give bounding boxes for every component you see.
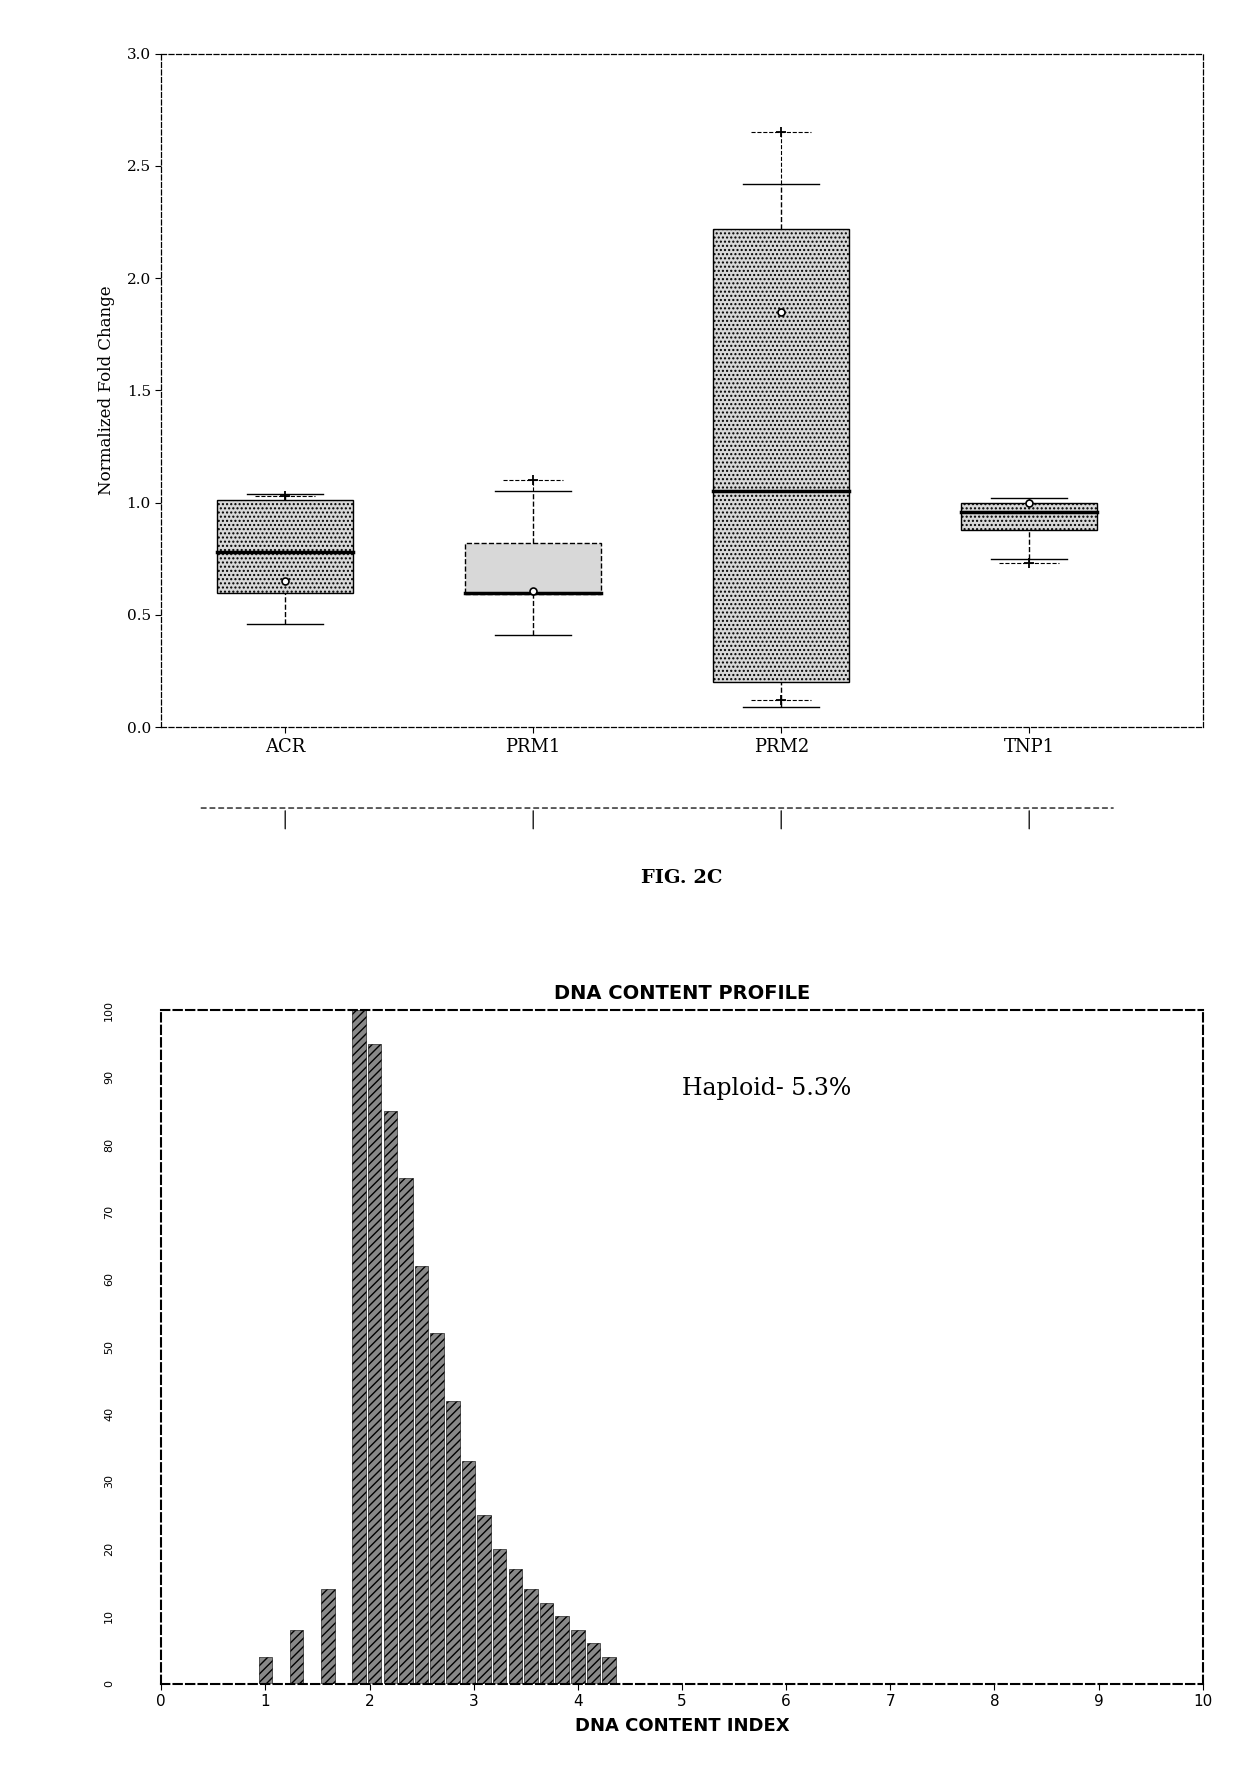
Bar <box>556 1615 569 1684</box>
FancyBboxPatch shape <box>713 229 849 682</box>
Bar <box>321 1589 335 1684</box>
Bar <box>587 1642 600 1684</box>
FancyBboxPatch shape <box>961 503 1097 530</box>
Bar <box>399 1178 413 1684</box>
Bar <box>415 1266 428 1684</box>
Bar <box>539 1603 553 1684</box>
Bar <box>446 1401 460 1684</box>
Text: 0: 0 <box>104 1680 114 1687</box>
Y-axis label: Normalized Fold Change: Normalized Fold Change <box>98 285 115 496</box>
Text: 20: 20 <box>104 1542 114 1556</box>
Bar <box>494 1549 506 1684</box>
Bar <box>477 1515 491 1684</box>
X-axis label: DNA CONTENT INDEX: DNA CONTENT INDEX <box>574 1718 790 1735</box>
Text: 50: 50 <box>104 1340 114 1354</box>
Text: 100: 100 <box>104 999 114 1021</box>
FancyBboxPatch shape <box>217 500 353 593</box>
Text: 40: 40 <box>104 1408 114 1422</box>
Text: 90: 90 <box>104 1071 114 1085</box>
Text: 10: 10 <box>104 1608 114 1623</box>
Text: 80: 80 <box>104 1137 114 1152</box>
Bar <box>603 1657 616 1684</box>
Text: 60: 60 <box>104 1272 114 1286</box>
Text: Haploid- 5.3%: Haploid- 5.3% <box>682 1078 851 1100</box>
Title: DNA CONTENT PROFILE: DNA CONTENT PROFILE <box>554 983 810 1003</box>
Bar <box>290 1630 304 1684</box>
Bar <box>525 1589 538 1684</box>
FancyBboxPatch shape <box>465 543 601 593</box>
Bar <box>368 1044 382 1684</box>
Bar <box>383 1110 397 1684</box>
Text: FIG. 2C: FIG. 2C <box>641 869 723 887</box>
Bar <box>352 1010 366 1684</box>
Bar <box>572 1630 584 1684</box>
Text: 30: 30 <box>104 1474 114 1488</box>
Bar <box>461 1461 475 1684</box>
Text: 70: 70 <box>104 1205 114 1220</box>
Bar <box>508 1569 522 1684</box>
Bar <box>430 1333 444 1684</box>
Bar <box>259 1657 272 1684</box>
